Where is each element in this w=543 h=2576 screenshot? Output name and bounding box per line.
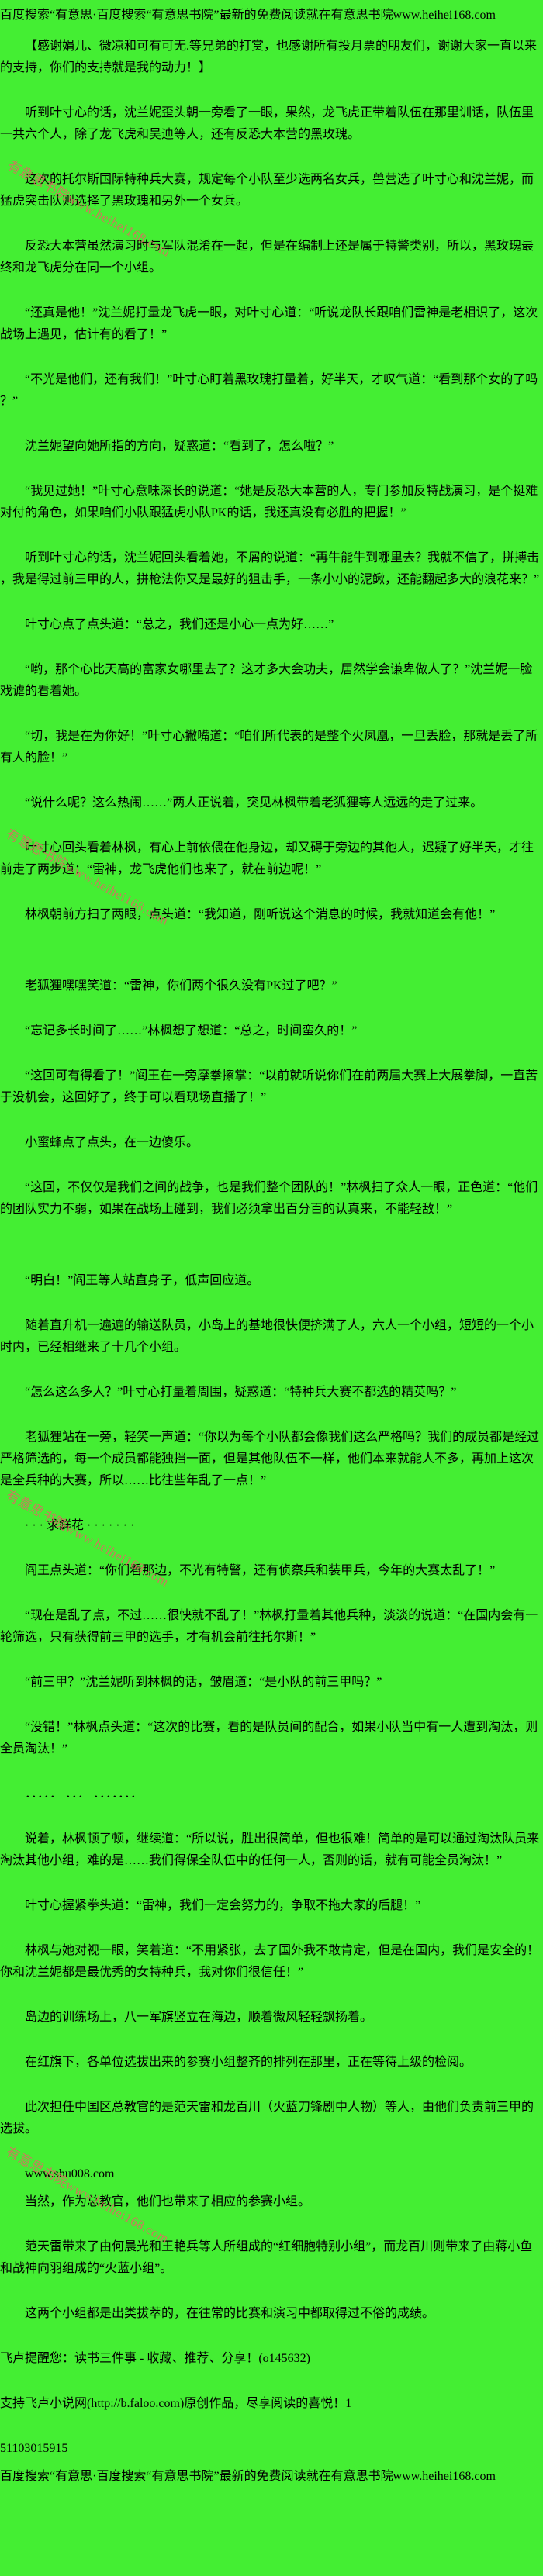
paragraph: “现在是乱了点，不过……很快就不乱了！”林枫打量着其他兵种，淡淡的说道：“在国内… bbox=[0, 1609, 538, 1644]
novel-text: 百度搜索“有意思·百度搜索“有意思书院”最新的免费阅读就在有意思书院www.he… bbox=[0, 5, 543, 2488]
paragraph: “这回可有得看了！”阎王在一旁摩拳擦掌：“以前就听说你们在前两届大赛上大展拳脚，… bbox=[0, 1069, 538, 1104]
paragraph: 沈兰妮望向她所指的方向，疑惑道：“看到了，怎么啦？” bbox=[25, 440, 334, 453]
paragraph: 此次担任中国区总教官的是范天雷和龙百川（火蓝刀锋剧中人物）等人，由他们负责前三甲… bbox=[0, 2101, 534, 2136]
paragraph: 叶寸心点了点头道：“总之，我们还是小心一点为好……” bbox=[25, 618, 334, 631]
paragraph: “我见过她！”叶寸心意味深长的说道：“她是反恐大本营的人，专门参加反特战演习，是… bbox=[0, 485, 538, 520]
paragraph: 当然，作为总教官，他们也带来了相应的参赛小组。 bbox=[25, 2195, 311, 2208]
paragraph: 林枫朝前方扫了两眼，点头道：“我知道，刚听说这个消息的时候，我就知道会有他！” bbox=[25, 908, 496, 921]
paragraph: “这回，不仅仅是我们之间的战争，也是我们整个团队的！”林枫扫了众人一眼，正色道：… bbox=[0, 1181, 538, 1216]
paragraph: 【感谢娟儿、微凉和可有可无.等兄弟的打赏，也感谢所有投月票的朋友们，谢谢大家一直… bbox=[0, 40, 538, 74]
paragraph: 叶寸心回头看着林枫，有心上前依偎在他身边，却又碍于旁边的其他人，迟疑了好半天，才… bbox=[0, 841, 534, 876]
paragraph: 小蜜蜂点了点头，在一边傻乐。 bbox=[25, 1136, 199, 1149]
paragraph: “明白！”阎王等人站直身子，低声回应道。 bbox=[25, 1274, 260, 1287]
paragraph: “哟，那个心比天高的富家女哪里去了？这才多大会功夫，居然学会谦卑做人了？”沈兰妮… bbox=[0, 663, 533, 698]
paragraph: 百度搜索“有意思·百度搜索“有意思书院”最新的免费阅读就在有意思书院www.he… bbox=[0, 9, 496, 22]
paragraph: 阎王点头道：“你们看那边，不光有特警，还有侦察兵和装甲兵，今年的大赛太乱了！” bbox=[25, 1564, 496, 1577]
paragraph: “还真是他！”沈兰妮打量龙飞虎一眼，对叶寸心道：“听说龙队长跟咱们雷神是老相识了… bbox=[0, 306, 538, 341]
paragraph: “没错！”林枫点头道：“这次的比赛，看的是队员间的配合，如果小队当中有一人遭到淘… bbox=[0, 1721, 538, 1756]
paragraph: 在红旗下，各单位选拔出来的参赛小组整齐的排列在那里，正在等待上级的检阅。 bbox=[25, 2056, 472, 2069]
paragraph: 反恐大本营虽然演习时与军队混淆在一起，但是在编制上还是属于特警类别，所以，黑玫瑰… bbox=[0, 240, 534, 275]
paragraph: 支持飞卢小说网(http://b.faloo.com)原创作品，尽享阅读的喜悦！… bbox=[0, 2397, 352, 2410]
paragraph: 飞卢提醒您：读书三件事 - 收藏、推荐、分享！(o145632) bbox=[0, 2352, 310, 2365]
paragraph: “切，我是在为你好！”叶寸心撇嘴道：“咱们所代表的是整个火凤凰，一旦丢脸，那就是… bbox=[0, 730, 538, 765]
paragraph: 林枫与她对视一眼，笑着道：“不用紧张，去了国外我不敢肯定，但是在国内，我们是安全… bbox=[0, 1944, 540, 1979]
paragraph: 随着直升机一遍遍的输送队员，小岛上的基地很快便挤满了人，六人一个小组，短短的一个… bbox=[0, 1319, 534, 1354]
paragraph: “怎么这么多人？”叶寸心打量着周围，疑惑道：“特种兵大赛不都选的精英吗？” bbox=[25, 1386, 457, 1399]
paragraph: “说什么呢？这么热闹……”两人正说着，突见林枫带着老狐狸等人远远的走了过来。 bbox=[25, 796, 483, 810]
paragraph: “不光是他们，还有我们！”叶寸心盯着黑玫瑰打量着，好半天，才叹气道：“看到那个女… bbox=[0, 373, 538, 408]
paragraph: 百度搜索“有意思·百度搜索“有意思书院”最新的免费阅读就在有意思书院www.he… bbox=[0, 2470, 496, 2483]
paragraph: “忘记多长时间了……”林枫想了想道：“总之，时间蛮久的！” bbox=[25, 1024, 358, 1038]
paragraph: www.shu008.com bbox=[25, 2167, 115, 2181]
paragraph: 说着，林枫顿了顿，继续道：“所以说，胜出很简单，但也很难！简单的是可以通过淘汰队… bbox=[0, 1832, 540, 1867]
paragraph: 听到叶寸心的话，沈兰妮歪头朝一旁看了一眼，果然，龙飞虎正带着队伍在那里训话，队伍… bbox=[0, 106, 534, 141]
paragraph: 这两个小组都是出类拔萃的，在往常的比赛和演习中都取得过不俗的成绩。 bbox=[25, 2307, 435, 2320]
paragraph: ．．．．． ．．． ．．．．．．． bbox=[25, 1787, 144, 1801]
paragraph: “前三甲？”沈兰妮听到林枫的话，皱眉道：“是小队的前三甲吗？” bbox=[25, 1676, 382, 1689]
paragraph: 岛边的训练场上，八一军旗竖立在海边，顺着微风轻轻飘扬着。 bbox=[25, 2011, 373, 2024]
paragraph: 这次的托尔斯国际特种兵大赛，规定每个小队至少选两名女兵，兽营选了叶寸心和沈兰妮，… bbox=[0, 173, 534, 208]
paragraph: 老狐狸站在一旁，轻笑一声道：“你以为每个小队都会像我们这么严格吗？我们的成员都是… bbox=[0, 1431, 540, 1487]
paragraph: 范天雷带来了由何晨光和王艳兵等人所组成的“红细胞特别小组”，而龙百川则带来了由蒋… bbox=[0, 2240, 533, 2275]
paragraph: · · · 求鲜花 · · · · · · · bbox=[25, 1519, 135, 1532]
paragraph: 叶寸心握紧拳头道：“雷神，我们一定会努力的，争取不拖大家的后腿！” bbox=[25, 1899, 421, 1912]
paragraph: 51103015915 bbox=[0, 2442, 68, 2455]
paragraph: 听到叶寸心的话，沈兰妮回头看着她，不屑的说道：“再牛能牛到哪里去？我就不信了，拼… bbox=[0, 551, 540, 586]
paragraph: 老狐狸嘿嘿笑道：“雷神，你们两个很久没有PK过了吧？” bbox=[25, 979, 337, 993]
